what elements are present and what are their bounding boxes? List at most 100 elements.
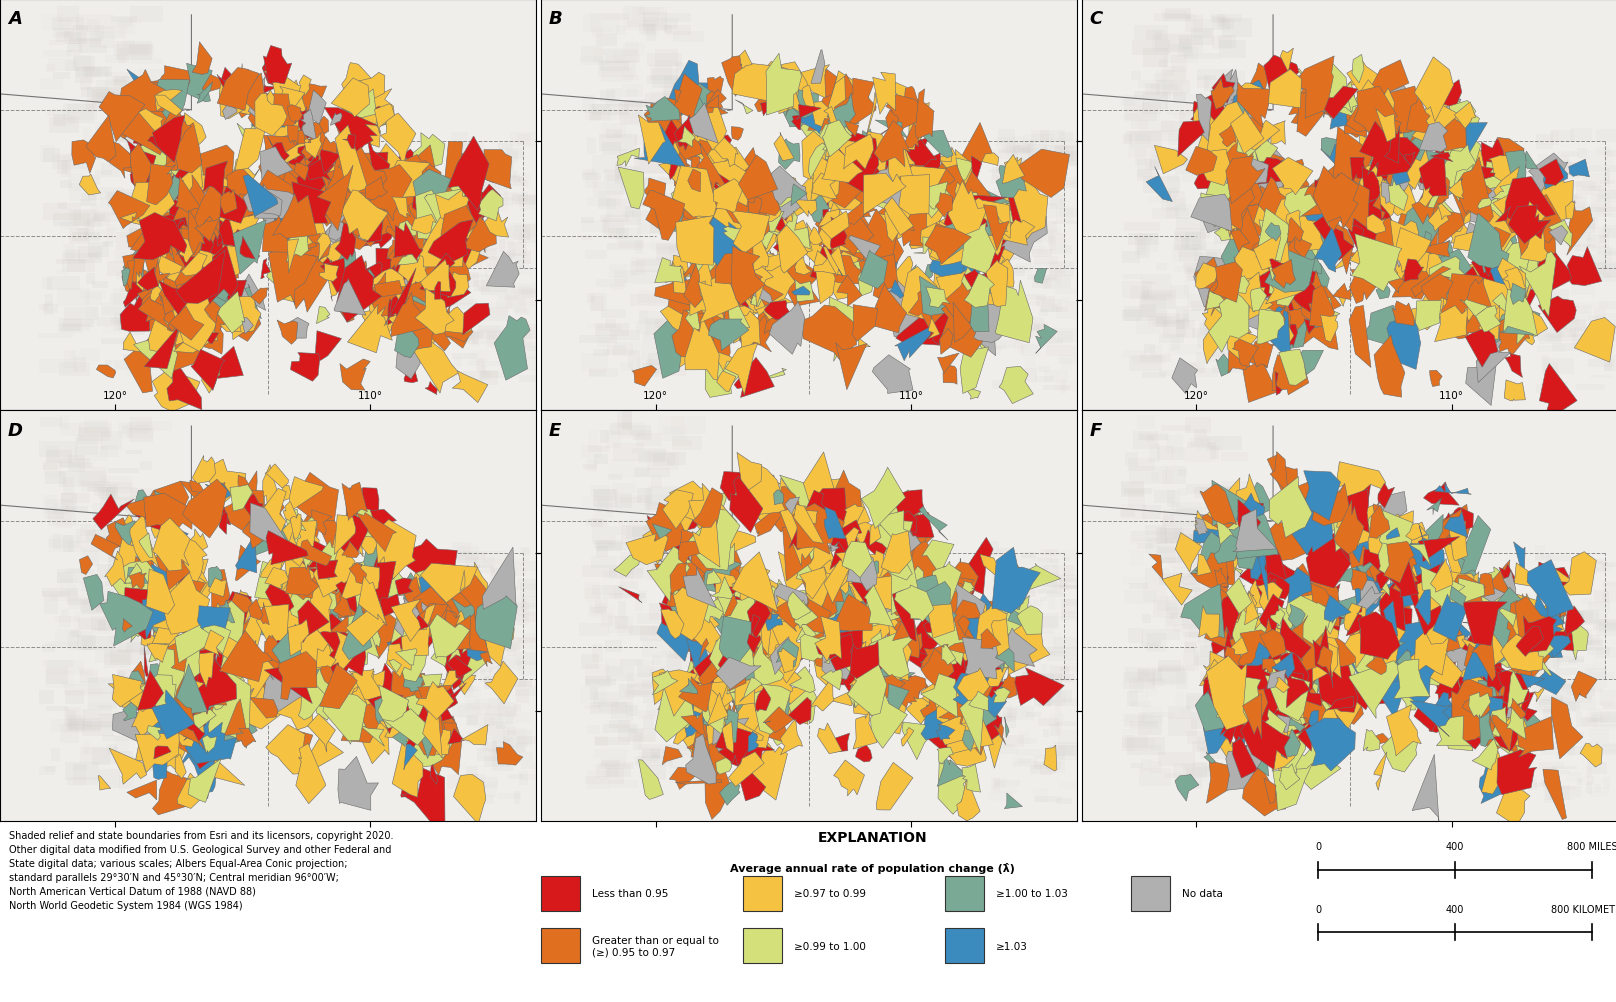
Bar bbox=[1558, 197, 1587, 206]
Bar bbox=[1000, 169, 1025, 181]
Bar bbox=[1004, 377, 1010, 390]
Bar bbox=[469, 137, 477, 151]
Bar bbox=[1545, 659, 1559, 669]
Bar bbox=[583, 15, 621, 33]
Bar bbox=[1052, 586, 1083, 590]
Bar bbox=[467, 142, 480, 151]
Bar bbox=[89, 242, 110, 259]
Bar bbox=[490, 568, 516, 580]
Bar bbox=[87, 20, 100, 33]
Bar bbox=[1193, 650, 1228, 666]
Bar bbox=[1138, 121, 1173, 134]
Bar bbox=[1125, 714, 1154, 726]
Bar bbox=[1600, 701, 1616, 705]
Bar bbox=[40, 145, 55, 162]
Bar bbox=[118, 190, 155, 201]
Bar bbox=[55, 510, 71, 529]
Bar bbox=[1538, 697, 1568, 712]
Bar bbox=[1130, 720, 1159, 729]
Bar bbox=[994, 779, 1000, 792]
Bar bbox=[669, 767, 682, 783]
Bar bbox=[674, 288, 695, 306]
Bar bbox=[1540, 563, 1556, 579]
Bar bbox=[1199, 212, 1235, 231]
Bar bbox=[456, 666, 477, 678]
Bar bbox=[522, 325, 540, 340]
Bar bbox=[136, 344, 147, 353]
Bar bbox=[1199, 706, 1233, 714]
Bar bbox=[590, 112, 601, 121]
Bar bbox=[1042, 566, 1058, 579]
Bar bbox=[1028, 155, 1049, 162]
Bar bbox=[606, 200, 633, 217]
Bar bbox=[648, 453, 679, 470]
Bar bbox=[1036, 646, 1065, 653]
Bar bbox=[507, 284, 537, 299]
Bar bbox=[1023, 134, 1054, 147]
Bar bbox=[65, 61, 79, 71]
Bar bbox=[1165, 608, 1196, 626]
Bar bbox=[1222, 19, 1252, 38]
Bar bbox=[74, 613, 105, 631]
Bar bbox=[120, 535, 155, 549]
Bar bbox=[45, 472, 66, 485]
Bar bbox=[1590, 787, 1610, 797]
Bar bbox=[1589, 602, 1610, 611]
Bar bbox=[512, 334, 532, 348]
Bar bbox=[68, 541, 103, 552]
Bar bbox=[1039, 598, 1047, 602]
Bar bbox=[81, 291, 105, 301]
Bar bbox=[638, 710, 656, 719]
Bar bbox=[1029, 765, 1041, 771]
Bar bbox=[604, 214, 611, 222]
Bar bbox=[84, 745, 116, 754]
Bar bbox=[81, 194, 95, 206]
Bar bbox=[1123, 590, 1155, 605]
Bar bbox=[1155, 314, 1180, 325]
Bar bbox=[1212, 164, 1227, 178]
Bar bbox=[1007, 645, 1034, 656]
Bar bbox=[593, 692, 619, 707]
Bar bbox=[603, 350, 637, 355]
Bar bbox=[1000, 258, 1021, 261]
Bar bbox=[1164, 321, 1194, 339]
Bar bbox=[113, 314, 124, 332]
Bar bbox=[1595, 647, 1616, 658]
Bar bbox=[454, 142, 470, 155]
Bar bbox=[39, 442, 78, 457]
Bar bbox=[449, 224, 475, 230]
Bar bbox=[100, 477, 133, 494]
Bar bbox=[103, 598, 126, 608]
Bar bbox=[1222, 72, 1246, 84]
Bar bbox=[1603, 314, 1616, 319]
Bar bbox=[1197, 202, 1225, 216]
Bar bbox=[1025, 679, 1052, 688]
Bar bbox=[1555, 732, 1564, 739]
Bar bbox=[1563, 635, 1593, 650]
Bar bbox=[1201, 281, 1217, 293]
Bar bbox=[659, 366, 669, 377]
Bar bbox=[585, 250, 606, 260]
Bar bbox=[1128, 459, 1155, 471]
Bar bbox=[107, 224, 139, 231]
Bar bbox=[1202, 166, 1236, 174]
Bar bbox=[582, 221, 609, 232]
Bar bbox=[994, 735, 1007, 749]
Bar bbox=[457, 167, 465, 172]
Bar bbox=[624, 44, 645, 57]
Bar bbox=[1042, 276, 1071, 290]
Bar bbox=[661, 282, 690, 293]
Bar bbox=[1558, 214, 1574, 218]
Bar bbox=[95, 600, 131, 608]
Bar bbox=[992, 573, 1002, 583]
Bar bbox=[462, 372, 491, 381]
Bar bbox=[1131, 532, 1157, 542]
Bar bbox=[611, 702, 633, 719]
Bar bbox=[1012, 600, 1036, 612]
Bar bbox=[472, 783, 498, 797]
Bar bbox=[464, 235, 473, 246]
Bar bbox=[69, 715, 86, 730]
Bar bbox=[48, 536, 81, 549]
Bar bbox=[1576, 328, 1593, 332]
Bar bbox=[1041, 308, 1068, 313]
